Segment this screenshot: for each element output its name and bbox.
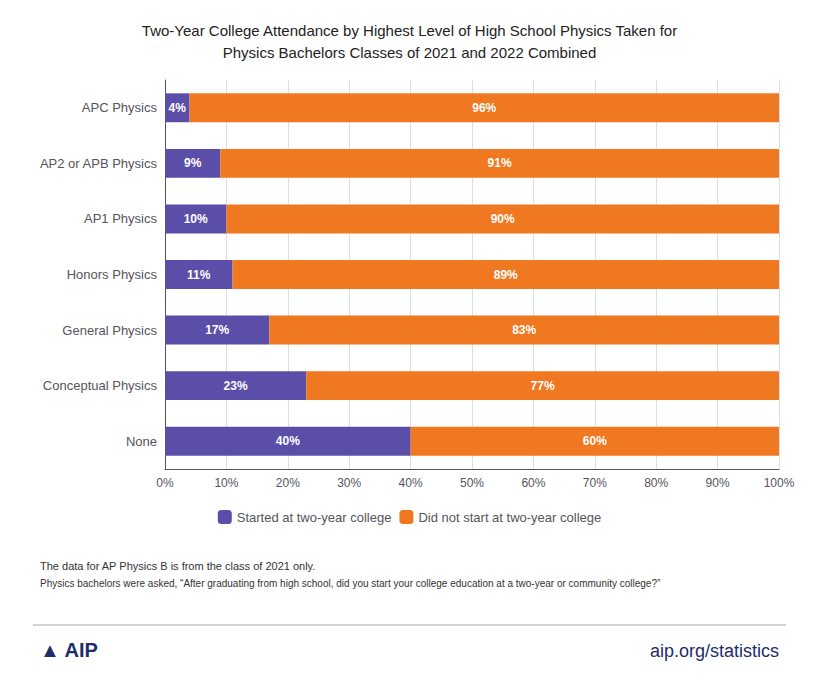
svg-text:77%: 77% [531,379,555,393]
svg-text:None: None [126,434,157,449]
svg-text:Physics Bachelors Classes of 2: Physics Bachelors Classes of 2021 and 20… [223,44,597,61]
svg-text:10%: 10% [184,212,208,226]
svg-text:20%: 20% [276,476,300,490]
svg-text:30%: 30% [337,476,361,490]
svg-text:60%: 60% [583,434,607,448]
svg-text:General Physics: General Physics [62,323,157,338]
svg-text:90%: 90% [491,212,515,226]
svg-text:90%: 90% [706,476,730,490]
svg-text:APC Physics: APC Physics [82,100,158,115]
svg-text:Did not start at two-year coll: Did not start at two-year college [418,510,601,525]
svg-text:50%: 50% [460,476,484,490]
svg-text:11%: 11% [187,268,211,282]
svg-text:Physics bachelors were asked,: Physics bachelors were asked, “After gra… [40,578,660,589]
svg-text:23%: 23% [224,379,248,393]
svg-text:Started at two-year college: Started at two-year college [237,510,392,525]
svg-text:AP2 or APB Physics: AP2 or APB Physics [40,156,158,171]
svg-text:Two-Year College Attendance by: Two-Year College Attendance by Highest L… [142,22,677,39]
svg-text:17%: 17% [205,323,229,337]
svg-text:The data for AP Physics B is f: The data for AP Physics B is from the cl… [40,560,315,572]
svg-text:▲ AIP: ▲ AIP [40,639,98,661]
svg-text:Honors Physics: Honors Physics [67,267,158,282]
svg-text:83%: 83% [512,323,536,337]
svg-text:0%: 0% [156,476,174,490]
svg-text:9%: 9% [184,156,202,170]
svg-text:10%: 10% [214,476,238,490]
svg-text:aip.org/statistics: aip.org/statistics [650,641,779,661]
svg-text:80%: 80% [644,476,668,490]
svg-text:AP1 Physics: AP1 Physics [84,211,157,226]
svg-text:Conceptual Physics: Conceptual Physics [43,378,158,393]
svg-text:100%: 100% [764,476,795,490]
svg-text:60%: 60% [521,476,545,490]
svg-text:70%: 70% [583,476,607,490]
svg-text:91%: 91% [488,156,512,170]
svg-text:4%: 4% [169,101,187,115]
svg-text:89%: 89% [494,268,518,282]
svg-text:96%: 96% [472,101,496,115]
svg-text:40%: 40% [399,476,423,490]
svg-text:40%: 40% [276,434,300,448]
